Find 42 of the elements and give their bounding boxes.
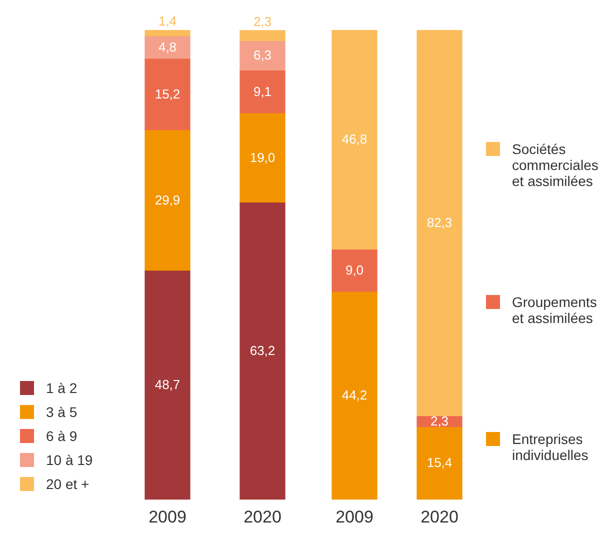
data-label: 29,9 — [154, 192, 180, 208]
bar — [240, 113, 286, 204]
data-label: 15,2 — [154, 86, 180, 102]
x-tick-label: 2009 — [336, 507, 374, 526]
bar — [144, 36, 190, 60]
bar — [240, 70, 286, 114]
bar — [332, 30, 378, 250]
data-label: 9,0 — [345, 262, 364, 278]
bar — [240, 30, 286, 42]
data-label: 46,8 — [342, 131, 368, 146]
data-label: 4,8 — [158, 39, 177, 54]
legend-label: 10 à 19 — [46, 452, 93, 468]
legend-label: 6 à 9 — [46, 428, 78, 444]
x-tick-label: 2020 — [420, 507, 458, 526]
data-label: 1,4 — [158, 14, 177, 29]
bar — [144, 270, 190, 500]
bar — [332, 249, 378, 292]
data-label: 9,1 — [253, 84, 272, 99]
bar — [240, 202, 286, 500]
data-label: 44,2 — [342, 387, 368, 402]
legend-label: 20 et + — [46, 476, 90, 492]
bar — [416, 426, 462, 500]
bar — [240, 40, 286, 72]
legend-label: Sociétés commerciales et assimilées — [512, 140, 600, 189]
bar — [332, 292, 378, 500]
x-tick-label: 2020 — [244, 507, 282, 526]
data-label: 15,4 — [426, 455, 452, 470]
data-label: 6,3 — [253, 48, 272, 63]
data-label: 48,7 — [154, 376, 180, 392]
legend-label: 3 à 5 — [46, 404, 78, 420]
legend-label: Entreprises individuelles — [512, 431, 590, 464]
data-label: 2,3 — [253, 14, 272, 30]
legend-label: 1 à 2 — [46, 380, 78, 396]
bar — [416, 30, 462, 417]
data-label: 19,0 — [250, 150, 276, 165]
x-tick-label: 2009 — [148, 507, 186, 526]
data-label: 82,3 — [426, 214, 452, 230]
data-label: 63,2 — [250, 342, 276, 358]
bar — [144, 130, 190, 272]
bar — [144, 58, 190, 131]
data-label: 2,3 — [430, 413, 449, 428]
legend-label: Groupements et assimilées — [512, 294, 598, 326]
